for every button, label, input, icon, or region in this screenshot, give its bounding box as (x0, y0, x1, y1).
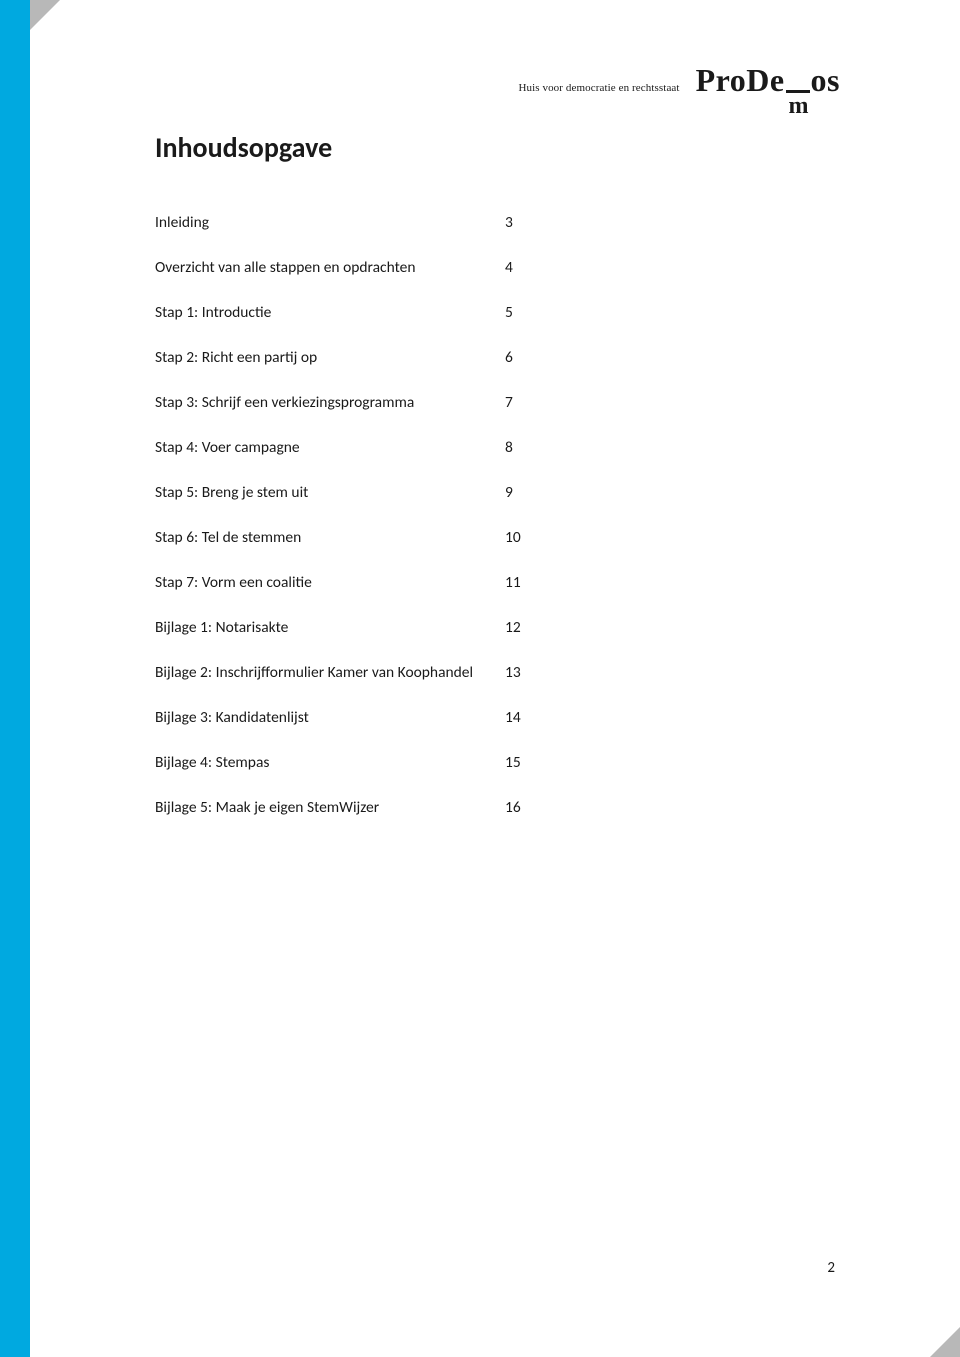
toc-page: 6 (505, 348, 535, 367)
toc-row: Bijlage 2: Inschrijfformulier Kamer van … (155, 663, 535, 682)
toc-row: Stap 6: Tel de stemmen 10 (155, 528, 535, 547)
corner-triangle-top-left (30, 0, 60, 30)
toc-row: Bijlage 5: Maak je eigen StemWijzer 16 (155, 798, 535, 817)
toc-label: Bijlage 3: Kandidatenlijst (155, 708, 309, 727)
toc-label: Stap 7: Vorm een coalitie (155, 573, 312, 592)
toc-page: 7 (505, 393, 535, 412)
toc-label: Stap 3: Schrijf een verkiezingsprogramma (155, 393, 414, 412)
toc-page: 3 (505, 213, 535, 232)
toc-label: Stap 1: Introductie (155, 303, 271, 322)
toc-row: Bijlage 3: Kandidatenlijst 14 (155, 708, 535, 727)
toc-page: 10 (505, 528, 535, 547)
left-accent-strip (0, 0, 30, 1357)
toc-list: Inleiding 3 Overzicht van alle stappen en … (155, 213, 535, 817)
toc-label: Inleiding (155, 213, 209, 232)
toc-page: 15 (505, 753, 535, 772)
prodemos-logo: ProDe m os (696, 62, 840, 116)
toc-label: Bijlage 2: Inschrijfformulier Kamer van … (155, 663, 473, 682)
toc-page: 5 (505, 303, 535, 322)
page-content: Inhoudsopgave Inleiding 3 Overzicht van al… (155, 130, 855, 843)
toc-row: Stap 3: Schrijf een verkiezingsprogramma… (155, 393, 535, 412)
logo-boxed-m-icon: m (786, 90, 810, 118)
page-title: Inhoudsopgave (155, 130, 855, 165)
toc-label: Bijlage 4: Stempas (155, 753, 269, 772)
toc-label: Stap 6: Tel de stemmen (155, 528, 301, 547)
toc-page: 14 (505, 708, 535, 727)
toc-label: Overzicht van alle stappen en opdrachten (155, 258, 416, 277)
toc-row: Overzicht van alle stappen en opdrachten… (155, 258, 535, 277)
toc-page: 4 (505, 258, 535, 277)
header-tagline: Huis voor democratie en rechtsstaat (518, 82, 679, 94)
toc-page: 13 (505, 663, 535, 682)
toc-page: 8 (505, 438, 535, 457)
toc-label: Stap 5: Breng je stem uit (155, 483, 308, 502)
toc-row: Bijlage 4: Stempas 15 (155, 753, 535, 772)
toc-row: Stap 5: Breng je stem uit 9 (155, 483, 535, 502)
toc-row: Bijlage 1: Notarisakte 12 (155, 618, 535, 637)
header: Huis voor democratie en rechtsstaat ProD… (518, 62, 840, 116)
toc-page: 11 (505, 573, 535, 592)
toc-label: Bijlage 5: Maak je eigen StemWijzer (155, 798, 379, 817)
logo-text-right: os (811, 62, 840, 99)
toc-label: Bijlage 1: Notarisakte (155, 618, 288, 637)
logo-text-left: ProDe (696, 62, 785, 99)
toc-label: Stap 2: Richt een partij op (155, 348, 317, 367)
corner-triangle-bottom-right (930, 1327, 960, 1357)
toc-row: Inleiding 3 (155, 213, 535, 232)
toc-page: 9 (505, 483, 535, 502)
toc-row: Stap 1: Introductie 5 (155, 303, 535, 322)
toc-label: Stap 4: Voer campagne (155, 438, 300, 457)
toc-page: 16 (505, 798, 535, 817)
toc-row: Stap 4: Voer campagne 8 (155, 438, 535, 457)
toc-page: 12 (505, 618, 535, 637)
toc-row: Stap 2: Richt een partij op 6 (155, 348, 535, 367)
toc-row: Stap 7: Vorm een coalitie 11 (155, 573, 535, 592)
page-number: 2 (827, 1259, 835, 1277)
